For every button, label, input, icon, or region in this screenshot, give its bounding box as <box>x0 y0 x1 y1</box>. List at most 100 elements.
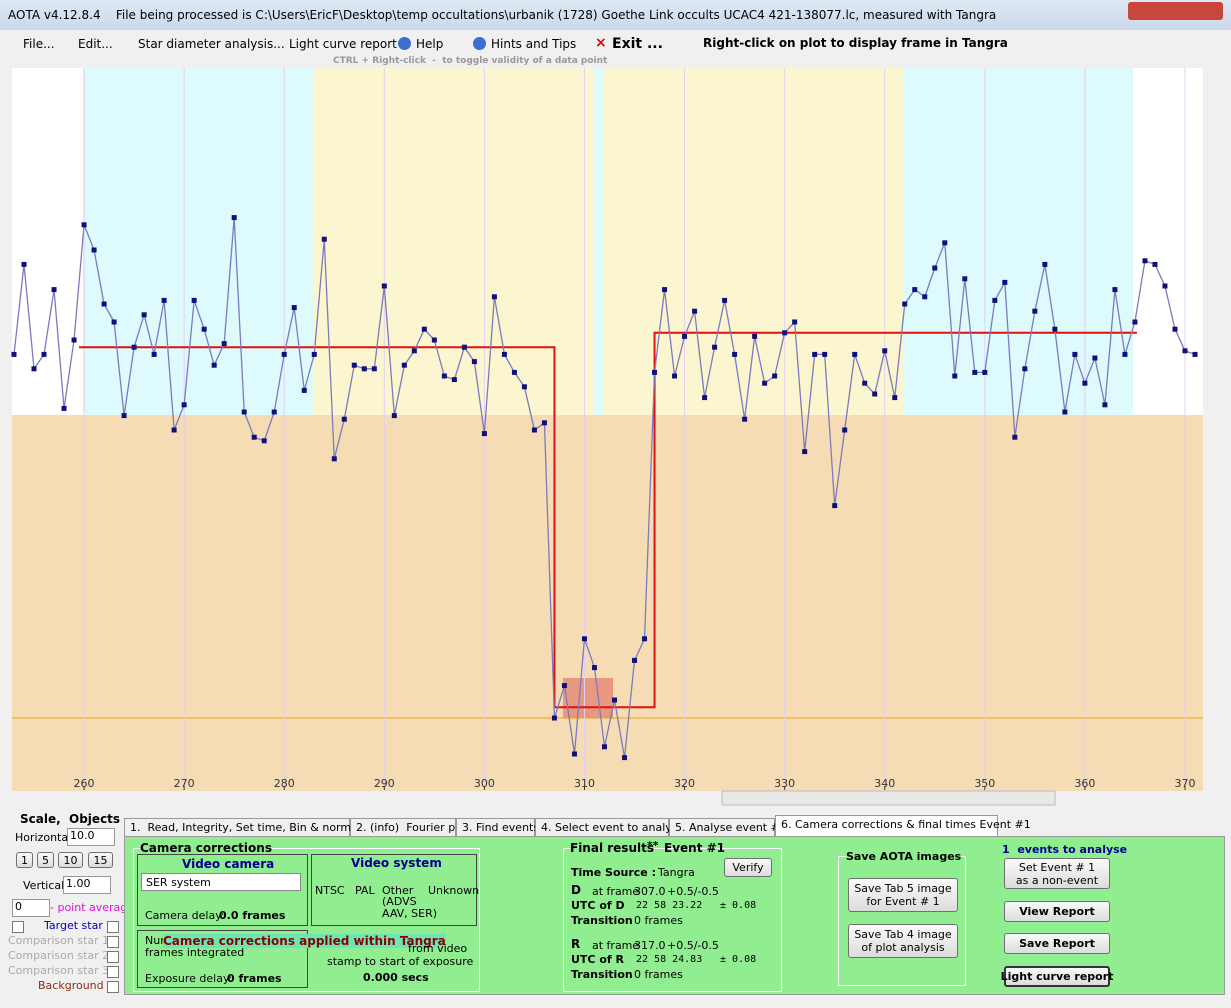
menu-item[interactable]: Light curve report <box>289 37 397 51</box>
data-point <box>251 434 257 440</box>
data-point <box>922 294 928 300</box>
save-tab5-button[interactable]: Save Tab 5 image for Event # 1 <box>848 878 958 912</box>
menu-item[interactable]: Edit... <box>78 37 113 51</box>
radio-label[interactable]: NTSC <box>315 884 345 897</box>
data-point <box>1102 402 1108 408</box>
data-point <box>181 402 187 408</box>
tab[interactable]: 2. (info) Fourier plot <box>350 818 469 836</box>
data-point <box>571 751 577 757</box>
checkbox[interactable] <box>107 951 119 963</box>
data-point <box>91 247 97 253</box>
frame-label: at frame <box>592 939 640 952</box>
data-point <box>1092 355 1098 361</box>
menu-item[interactable]: Help <box>416 37 444 51</box>
scrollbar[interactable] <box>721 790 1056 806</box>
non-event-button[interactable]: Set Event # 1 as a non-event <box>1004 858 1110 889</box>
verify-button[interactable]: Verify <box>724 858 772 877</box>
light-curve-plot[interactable]: 260 270 280 290 300 310 320 330 340 350 360 370 <box>0 0 1231 806</box>
data-point <box>241 409 247 415</box>
checkbox[interactable] <box>107 966 119 978</box>
x-tick-label: 350 <box>974 777 995 790</box>
tab[interactable]: 4. Select event to analyse <box>535 818 684 836</box>
data-point <box>1032 308 1038 314</box>
data-point <box>411 348 417 354</box>
data-point <box>942 240 948 246</box>
tab-active[interactable]: 6. Camera corrections & final times Even… <box>775 815 1031 836</box>
bottom-region <box>563 678 613 718</box>
d-transition: 0 frames <box>634 914 683 927</box>
menu-item[interactable]: File... <box>23 37 55 51</box>
data-point <box>832 503 838 509</box>
time-source: Tangra <box>658 866 695 879</box>
data-point <box>311 351 317 357</box>
radio-label[interactable]: Other <box>382 884 414 897</box>
x-tick-label: 270 <box>174 777 195 790</box>
data-point <box>1012 434 1018 440</box>
data-point <box>1042 261 1048 267</box>
tab[interactable]: 3. Find events <box>456 818 539 836</box>
scale-button[interactable]: 5 <box>37 852 54 868</box>
band <box>313 68 593 415</box>
data-point <box>1062 409 1068 415</box>
camera-title: Camera corrections <box>140 841 272 855</box>
utc-r-error: ± 0.08 <box>720 954 757 965</box>
menu-item[interactable]: Exit ... <box>612 36 663 52</box>
lc-report-button[interactable]: Light curve report <box>1001 966 1113 987</box>
menu-item[interactable]: Star diameter analysis... <box>138 37 285 51</box>
data-point <box>401 362 407 368</box>
data-point <box>982 369 988 375</box>
data-point <box>1182 348 1188 354</box>
data-point <box>852 351 858 357</box>
hints-icon <box>473 37 486 50</box>
data-point <box>652 369 658 375</box>
checkbox[interactable] <box>107 936 119 948</box>
tab[interactable]: 1. Read, Integrity, Set time, Bin & norm… <box>124 818 376 836</box>
scale-button[interactable]: 10 <box>58 852 83 868</box>
plot-subhint: CTRL + Right-click - to toggle validity … <box>333 56 608 66</box>
data-point <box>642 636 648 642</box>
exit-icon: × <box>595 35 607 51</box>
horizontal-input[interactable]: 10.0 <box>67 828 115 846</box>
band <box>903 68 1133 415</box>
data-point <box>191 297 197 303</box>
checkbox[interactable] <box>12 921 24 933</box>
save-tab4-button[interactable]: Save Tab 4 image of plot analysis <box>848 924 958 958</box>
camera-select[interactable]: SER system <box>141 873 301 891</box>
radio-label[interactable]: Unknown <box>428 884 480 897</box>
radio-label[interactable]: PAL <box>355 884 375 897</box>
data-point <box>471 359 477 365</box>
save-report-button[interactable]: Save Report <box>1004 933 1110 954</box>
average-input[interactable]: 0 <box>12 899 50 917</box>
object-label: Target star <box>44 919 103 932</box>
scale-button[interactable]: 15 <box>88 852 113 868</box>
scale-button[interactable]: 1 <box>16 852 33 868</box>
data-point <box>862 380 868 386</box>
x-tick-label: 330 <box>774 777 795 790</box>
data-point <box>361 366 367 372</box>
close-button[interactable] <box>1128 2 1223 20</box>
data-point <box>692 308 698 314</box>
data-point <box>491 294 497 300</box>
data-point <box>712 344 718 350</box>
d-label: D <box>571 883 581 897</box>
tab[interactable]: 5. Analyse event #1 <box>669 818 787 836</box>
data-point <box>992 297 998 303</box>
data-point <box>1112 287 1118 293</box>
data-point <box>742 416 748 422</box>
data-point <box>541 420 547 426</box>
vertical-input[interactable]: 1.00 <box>63 876 111 894</box>
checkbox[interactable] <box>107 921 119 933</box>
final-group <box>563 848 782 992</box>
data-point <box>231 215 237 221</box>
data-point <box>101 301 107 307</box>
data-point <box>211 362 217 368</box>
exposure-box <box>137 930 308 988</box>
data-point <box>551 715 557 721</box>
x-tick-label: 360 <box>1074 777 1095 790</box>
data-point <box>782 330 788 336</box>
checkbox[interactable] <box>107 981 119 993</box>
view-report-button[interactable]: View Report <box>1004 901 1110 922</box>
video-camera-title: Video camera <box>182 857 275 871</box>
menu-item[interactable]: Hints and Tips <box>491 37 577 51</box>
d-uncertainty: +0.5/-0.5 <box>667 885 719 898</box>
